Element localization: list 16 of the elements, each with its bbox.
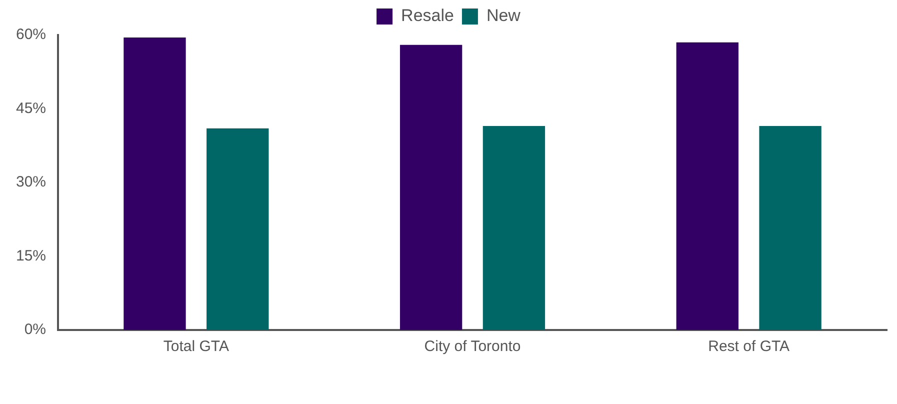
- bar: [759, 126, 822, 330]
- x-tick-label: City of Toronto: [424, 338, 521, 356]
- y-tick-label: 30%: [16, 174, 46, 191]
- legend-label: Resale: [401, 6, 454, 26]
- y-tick-label: 45%: [16, 100, 46, 117]
- y-tick-label: 60%: [16, 26, 46, 44]
- bar: [124, 37, 186, 330]
- x-tick-label: Rest of GTA: [708, 338, 790, 356]
- bar: [400, 44, 462, 330]
- legend-label: New: [486, 6, 522, 26]
- bar: [482, 126, 546, 330]
- bar: [206, 128, 269, 330]
- y-tick-label: 0%: [24, 321, 46, 338]
- bar: [676, 42, 738, 330]
- y-tick-label: 15%: [16, 247, 46, 264]
- x-tick-label: Total GTA: [163, 338, 229, 356]
